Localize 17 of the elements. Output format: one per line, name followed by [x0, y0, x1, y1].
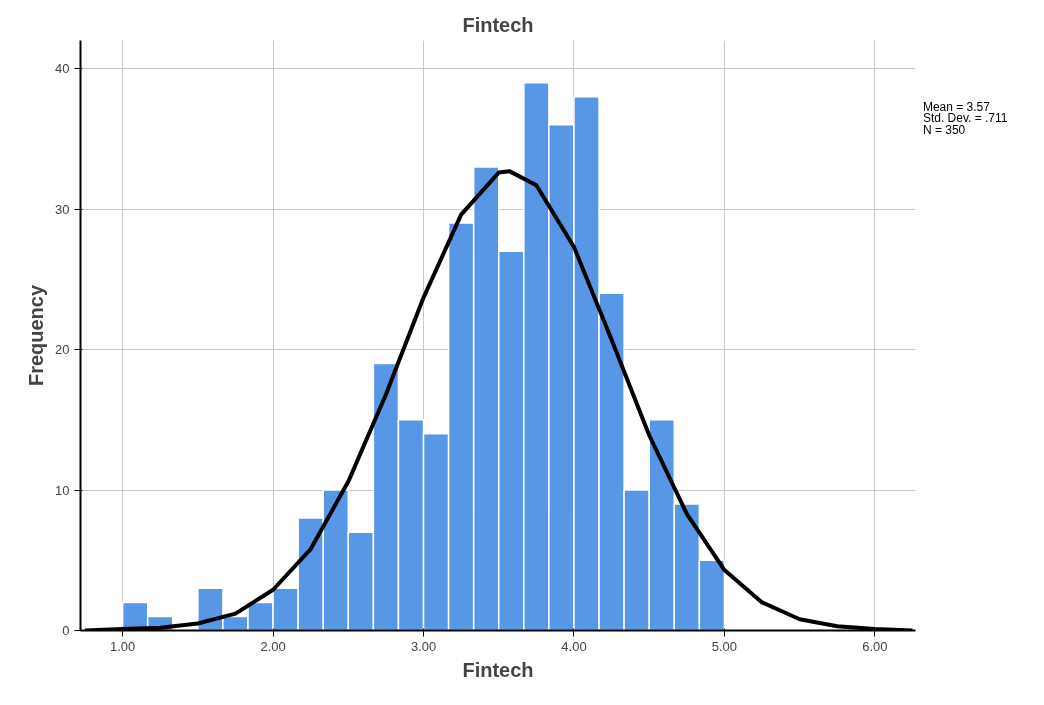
text: Std. Dev. = .711 — [922, 111, 1008, 126]
chart-title: Fintech — [462, 13, 534, 36]
y-tick-label: 30 — [55, 201, 70, 217]
x-tick-label: 3.00 — [410, 638, 437, 654]
x-tick-label: 4.00 — [561, 638, 587, 654]
y-tick-label: 20 — [55, 342, 70, 358]
y-tick-label: 10 — [55, 482, 70, 498]
y-tick-label: 40 — [55, 61, 70, 77]
x-tick-label: 2.00 — [260, 638, 286, 654]
x-tick-label: 1.00 — [109, 638, 136, 654]
y-tick-label: 0 — [62, 623, 70, 638]
x-axis-title: Fintech — [462, 658, 534, 681]
x-tick-label: 5.00 — [711, 638, 738, 654]
text: N = 350 — [922, 123, 966, 138]
y-axis-title: Frequency — [25, 284, 48, 387]
text: Mean = 3.57 — [922, 99, 991, 114]
x-tick-label: 6.00 — [862, 638, 888, 654]
